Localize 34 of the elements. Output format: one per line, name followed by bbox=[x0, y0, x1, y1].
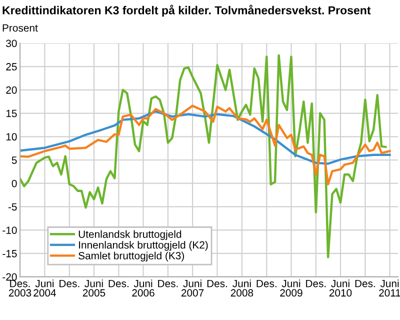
x-tick-label: Des. 2003 bbox=[8, 280, 32, 297]
x-tick-label: Juni 2006 bbox=[132, 280, 154, 297]
chart-title: Kredittindikatoren K3 fordelt på kilder. Tolvmånedersvekst. Prosent bbox=[2, 4, 371, 17]
x-tick-label: Juni 2011 bbox=[379, 280, 400, 297]
y-tick-label: -10 bbox=[2, 226, 17, 234]
x-tick-label: Des. bbox=[60, 280, 80, 288]
x-tick-label: Des. bbox=[256, 280, 276, 288]
x-tick-label: Juni 2007 bbox=[181, 280, 204, 297]
y-tick-label: 5 bbox=[12, 156, 17, 164]
x-tick-label: Des. bbox=[207, 280, 227, 288]
x-tick-label: Des. bbox=[355, 280, 375, 288]
y-tick-label: -20 bbox=[2, 273, 17, 281]
x-tick-label: Des. bbox=[158, 280, 178, 288]
y-tick-label: 30 bbox=[6, 40, 17, 48]
y-tick-label: 10 bbox=[6, 133, 17, 141]
x-tick-label: Des. bbox=[108, 280, 128, 288]
line-series bbox=[20, 104, 391, 186]
y-tick-label: 25 bbox=[6, 63, 17, 70]
y-tick-label: -5 bbox=[8, 203, 17, 211]
x-tick-label: Juni 2009 bbox=[280, 280, 302, 297]
x-tick-label: Des. bbox=[306, 280, 326, 288]
y-axis-title: Prosent bbox=[2, 24, 38, 32]
legend-label: Utenlandsk bruttogjeld bbox=[78, 230, 182, 240]
y-tick-label: 15 bbox=[6, 110, 17, 118]
line-series bbox=[20, 110, 391, 165]
x-tick-label: Juni 2010 bbox=[329, 280, 352, 297]
y-tick-label: 20 bbox=[6, 86, 17, 94]
y-tick-label: 0 bbox=[12, 180, 17, 188]
legend-label: Samlet bruttogjeld (K3) bbox=[78, 252, 184, 262]
y-tick-label: -15 bbox=[2, 250, 17, 258]
x-tick-label: Juni 2004 bbox=[34, 280, 56, 297]
x-tick-label: Juni 2008 bbox=[230, 280, 254, 297]
x-tick-label: Juni 2005 bbox=[82, 280, 106, 297]
legend-label: Innenlandsk bruttogjeld (K2) bbox=[79, 240, 208, 251]
